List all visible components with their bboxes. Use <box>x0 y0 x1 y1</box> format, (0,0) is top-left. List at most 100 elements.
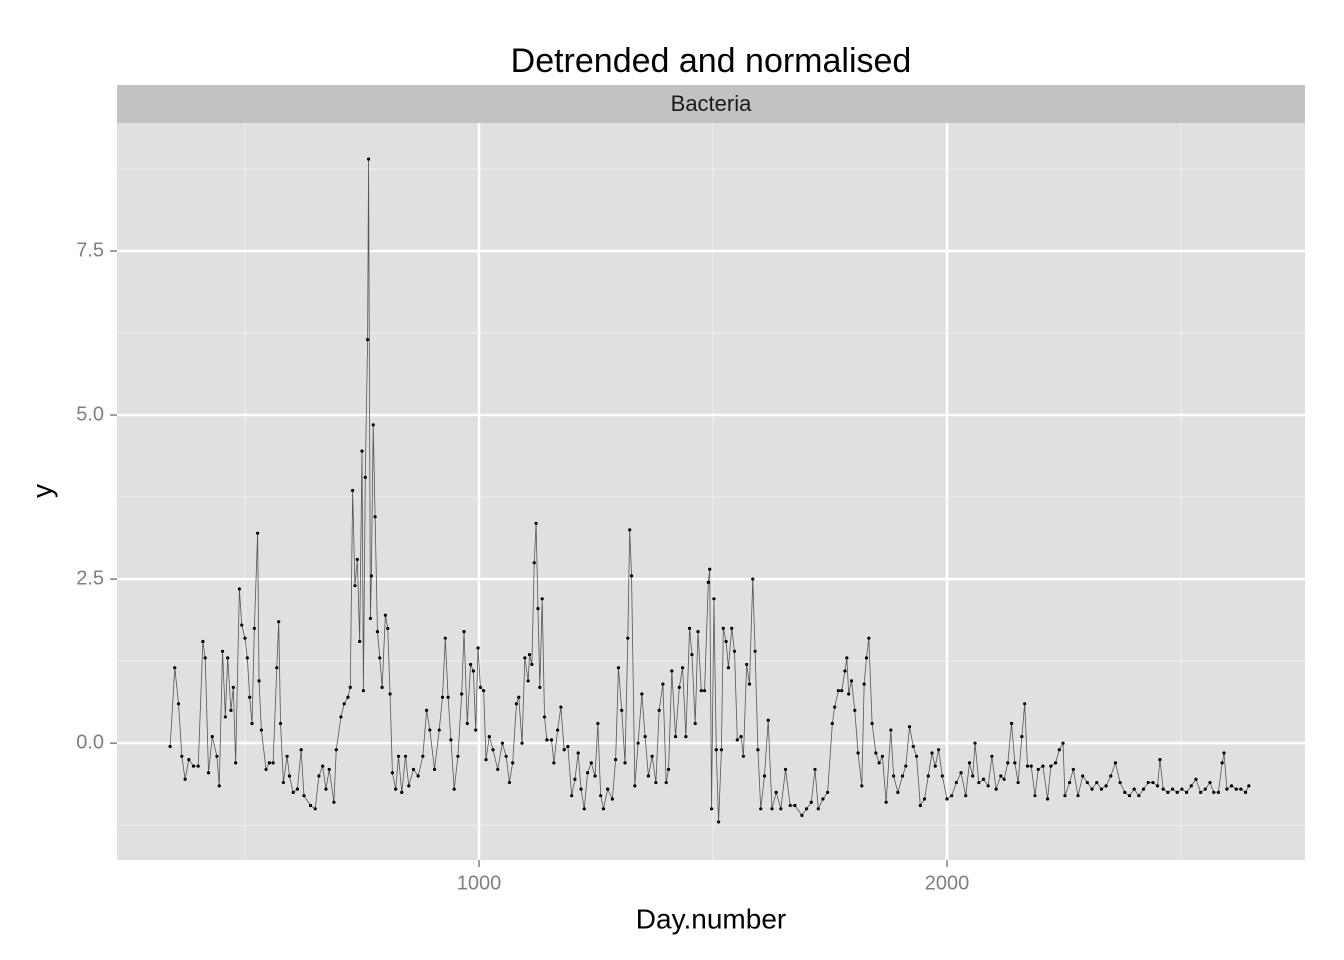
data-point <box>1194 777 1198 781</box>
data-point <box>664 780 668 785</box>
data-point <box>809 800 813 804</box>
data-point <box>585 771 590 775</box>
data-point <box>589 761 593 765</box>
data-point <box>918 803 922 808</box>
data-point <box>484 757 488 762</box>
data-point <box>1061 741 1065 745</box>
data-point <box>1109 774 1113 778</box>
data-point <box>628 528 632 532</box>
data-point <box>1104 784 1108 788</box>
data-point <box>730 626 734 630</box>
data-point <box>926 774 930 778</box>
data-point <box>243 636 247 640</box>
data-point <box>1155 784 1160 788</box>
data-point <box>616 666 621 670</box>
data-point <box>709 807 714 811</box>
data-point <box>576 751 580 755</box>
data-point <box>511 761 515 765</box>
data-point <box>601 807 606 811</box>
data-point <box>187 757 191 762</box>
data-point <box>396 754 401 758</box>
data-point <box>275 666 279 670</box>
data-point <box>1023 702 1027 706</box>
data-point <box>476 646 480 650</box>
data-point <box>1113 761 1118 765</box>
data-point <box>507 780 512 785</box>
data-point <box>680 666 685 670</box>
data-point <box>248 695 252 699</box>
data-point <box>1203 787 1207 791</box>
data-point <box>940 774 944 778</box>
facet-label: Bacteria <box>671 91 752 116</box>
data-point <box>229 708 233 712</box>
data-point <box>361 689 365 693</box>
chart-title: Detrended and normalised <box>511 42 912 80</box>
data-point <box>724 639 728 644</box>
data-point <box>468 662 473 667</box>
data-point <box>542 715 547 719</box>
data-point <box>1033 794 1037 798</box>
data-point <box>788 803 792 808</box>
data-point <box>173 666 177 670</box>
data-point <box>1041 764 1045 768</box>
data-point <box>599 794 603 798</box>
data-point <box>874 751 878 755</box>
data-point <box>800 813 804 817</box>
data-point <box>1234 787 1238 791</box>
data-point <box>907 725 912 729</box>
data-point <box>579 787 583 791</box>
data-point <box>191 764 196 768</box>
data-point <box>959 771 963 775</box>
data-point <box>714 748 718 752</box>
data-point <box>373 515 377 519</box>
data-point <box>287 774 292 778</box>
data-point <box>1085 780 1089 785</box>
data-point <box>1166 790 1170 795</box>
data-point <box>1225 787 1229 791</box>
data-point <box>223 715 227 719</box>
data-point <box>1175 790 1179 795</box>
data-point <box>1016 780 1020 785</box>
data-point <box>559 705 563 709</box>
data-point <box>203 656 207 660</box>
data-point <box>1158 757 1162 762</box>
data-point <box>981 777 986 781</box>
data-point <box>732 649 737 653</box>
data-point <box>900 774 905 778</box>
data-point <box>428 728 432 732</box>
data-point <box>240 623 244 627</box>
data-point <box>432 767 437 772</box>
data-point <box>1184 790 1189 795</box>
data-point <box>256 531 260 535</box>
data-point <box>339 715 343 719</box>
data-point <box>657 708 661 712</box>
data-point <box>1141 787 1146 791</box>
data-point <box>840 689 844 693</box>
data-point <box>474 728 478 732</box>
data-point <box>460 692 464 696</box>
data-point <box>295 787 300 791</box>
data-point <box>845 656 849 660</box>
data-point <box>437 728 441 732</box>
data-point <box>687 626 692 630</box>
data-point <box>196 764 200 768</box>
data-point <box>986 784 990 788</box>
data-point <box>375 630 380 634</box>
data-point <box>355 557 359 562</box>
data-point <box>388 692 392 696</box>
data-point <box>536 607 540 611</box>
data-point <box>954 780 958 785</box>
data-point <box>582 807 586 811</box>
data-point <box>793 803 797 808</box>
data-point <box>180 754 184 758</box>
data-point <box>620 708 624 712</box>
data-point <box>1049 764 1053 768</box>
data-point <box>400 790 404 795</box>
data-point <box>666 767 671 772</box>
data-point <box>215 754 219 758</box>
data-point <box>369 574 373 578</box>
data-point <box>360 449 364 453</box>
data-point <box>684 735 688 739</box>
data-point <box>1189 784 1193 788</box>
